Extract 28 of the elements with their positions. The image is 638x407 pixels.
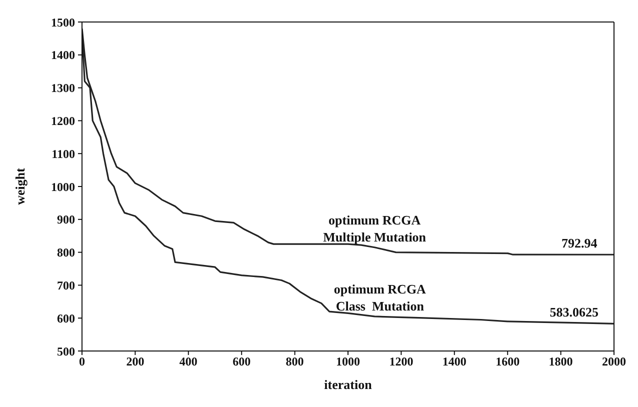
series-label: optimum RCGA Multiple Mutation — [323, 212, 427, 244]
y-tick-label: 1500 — [51, 15, 75, 30]
x-tick-label: 1400 — [442, 354, 466, 369]
y-tick-label: 600 — [57, 311, 75, 326]
annotation: 792.94 — [562, 236, 598, 251]
x-tick-label: 2000 — [602, 354, 626, 369]
y-tick-label: 1100 — [52, 146, 75, 161]
x-tick-label: 600 — [232, 354, 251, 369]
y-axis-title: weight — [12, 167, 28, 205]
y-tick-label: 700 — [57, 278, 75, 292]
x-axis-title: iteration — [324, 377, 373, 392]
x-tick-label: 1000 — [336, 354, 360, 369]
y-tick-label: 1300 — [51, 81, 75, 96]
x-tick-label: 1600 — [496, 354, 520, 369]
y-tick-label: 900 — [57, 212, 75, 227]
x-tick-label: 0 — [79, 354, 85, 369]
x-tick-label: 400 — [179, 354, 198, 369]
x-tick-label: 800 — [286, 354, 304, 369]
y-tick-label: 1400 — [51, 48, 75, 62]
y-tick-label: 1200 — [51, 114, 75, 128]
x-tick-label: 1200 — [389, 354, 414, 369]
y-tick-label: 800 — [57, 246, 75, 260]
series-label: optimum RCGA Class Mutation — [334, 281, 427, 314]
x-tick-label: 1800 — [548, 354, 573, 369]
y-tick-label: 1000 — [51, 180, 75, 194]
annotation: 583.0625 — [550, 304, 599, 320]
x-tick-label: 200 — [126, 354, 144, 369]
y-tick-label: 500 — [57, 344, 75, 358]
